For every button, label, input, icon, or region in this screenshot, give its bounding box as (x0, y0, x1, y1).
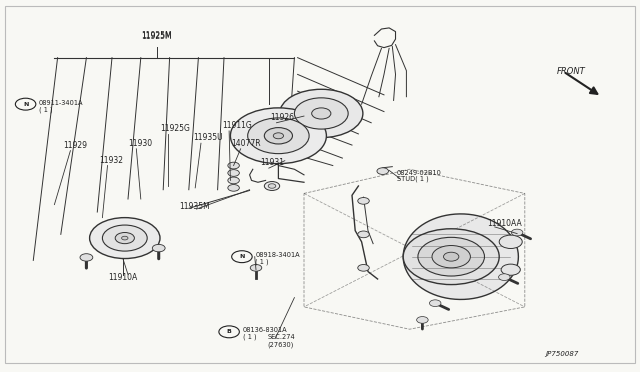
Circle shape (122, 236, 128, 240)
Text: 11910A: 11910A (108, 273, 138, 282)
Text: 08136-8301A: 08136-8301A (243, 327, 287, 333)
Text: 11925M: 11925M (141, 31, 172, 40)
Text: 11935M: 11935M (179, 202, 210, 211)
Text: (27630): (27630) (268, 341, 294, 348)
Circle shape (228, 170, 239, 176)
Text: 11910AA: 11910AA (488, 219, 522, 228)
Circle shape (228, 185, 239, 191)
Text: 11930: 11930 (128, 139, 152, 148)
Circle shape (80, 254, 93, 261)
Text: 11925M: 11925M (141, 32, 172, 41)
Text: JP750087: JP750087 (545, 351, 579, 357)
Text: N: N (239, 254, 244, 259)
Circle shape (358, 231, 369, 238)
Circle shape (377, 168, 388, 174)
Text: 11926: 11926 (270, 113, 294, 122)
Circle shape (499, 235, 522, 248)
Text: SEC.274: SEC.274 (268, 334, 295, 340)
Text: 08918-3401A: 08918-3401A (255, 252, 300, 258)
Text: 08249-02B10: 08249-02B10 (397, 170, 442, 176)
Circle shape (294, 98, 348, 129)
Circle shape (511, 229, 523, 236)
Text: 14077R: 14077R (232, 139, 261, 148)
Polygon shape (403, 214, 518, 299)
Circle shape (102, 225, 147, 251)
Circle shape (280, 89, 363, 138)
Circle shape (418, 237, 484, 276)
Text: STUD( 1 ): STUD( 1 ) (397, 176, 429, 182)
Text: 11929: 11929 (63, 141, 87, 150)
Text: 11911G: 11911G (222, 121, 252, 130)
Text: FRONT: FRONT (557, 67, 586, 76)
Circle shape (248, 118, 309, 154)
Text: 11925G: 11925G (160, 124, 190, 133)
Circle shape (228, 177, 239, 184)
Circle shape (230, 108, 326, 164)
Circle shape (250, 264, 262, 271)
Text: 11931: 11931 (260, 158, 284, 167)
Circle shape (152, 244, 165, 252)
Text: 11935U: 11935U (193, 134, 223, 142)
Circle shape (273, 133, 284, 139)
Circle shape (501, 264, 520, 275)
Circle shape (264, 128, 292, 144)
Circle shape (358, 198, 369, 204)
Text: B: B (227, 329, 232, 334)
Circle shape (268, 184, 276, 188)
Circle shape (312, 108, 331, 119)
Circle shape (115, 232, 134, 244)
Text: N: N (23, 102, 28, 107)
Circle shape (429, 300, 441, 307)
Circle shape (499, 274, 510, 280)
Text: ( 1 ): ( 1 ) (255, 259, 269, 265)
Circle shape (90, 218, 160, 259)
Circle shape (264, 182, 280, 190)
Circle shape (358, 264, 369, 271)
Circle shape (432, 246, 470, 268)
Text: ( 1 ): ( 1 ) (243, 334, 256, 340)
Circle shape (417, 317, 428, 323)
Circle shape (444, 252, 459, 261)
Circle shape (403, 229, 499, 285)
Text: 11932: 11932 (99, 156, 123, 165)
Text: 08911-3401A: 08911-3401A (39, 100, 84, 106)
Text: ( 1 ): ( 1 ) (39, 106, 52, 113)
Circle shape (228, 162, 239, 169)
